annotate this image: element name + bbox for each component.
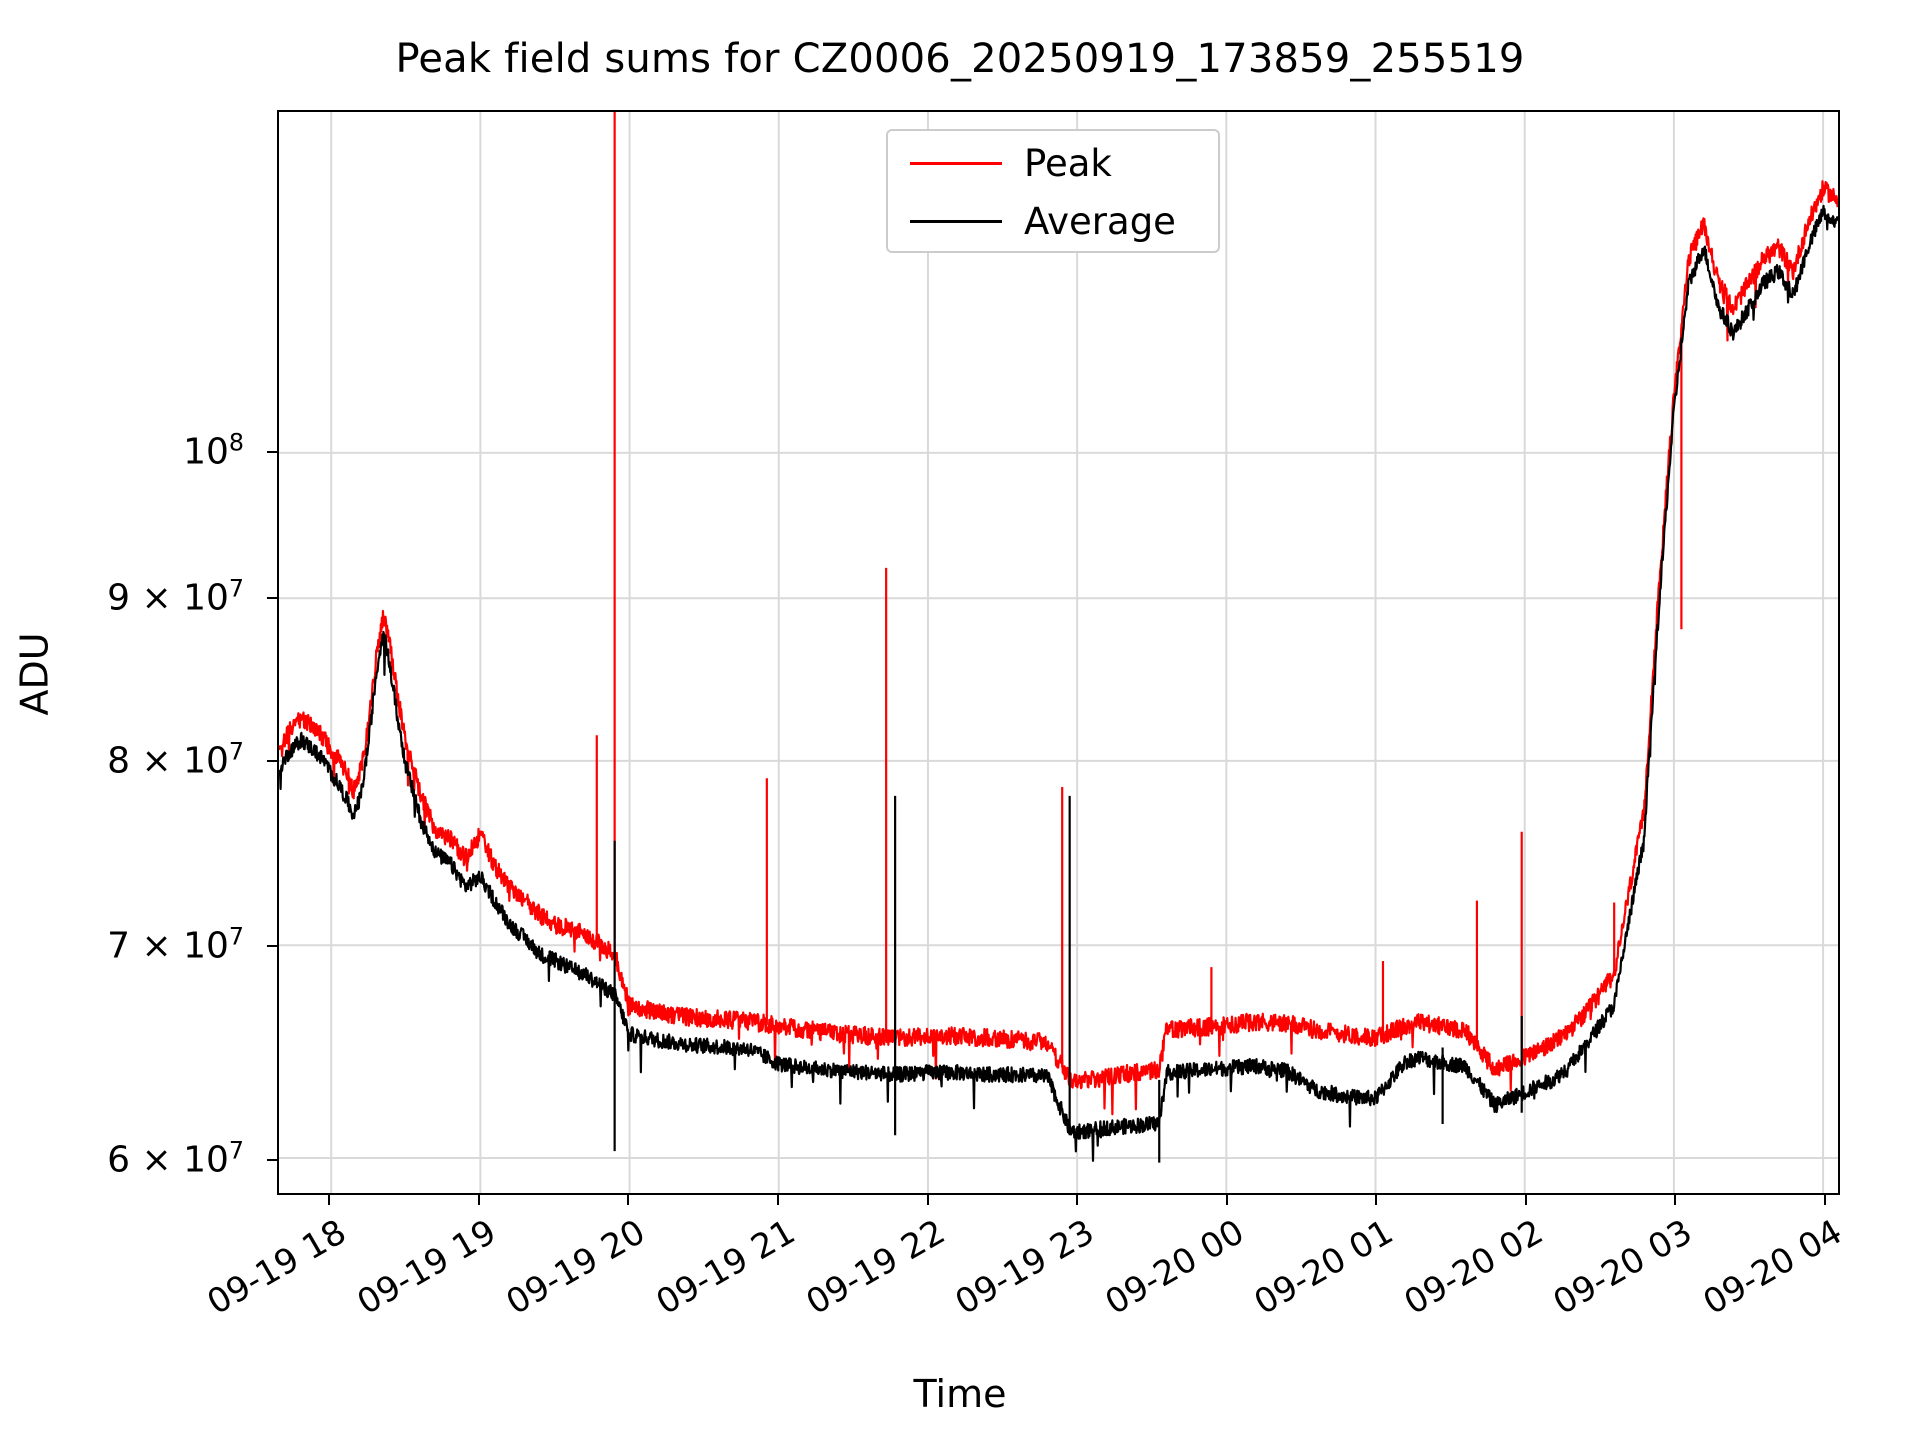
y-tick-mark <box>267 451 277 454</box>
y-tick-mark <box>267 945 277 948</box>
legend-item-average[interactable]: Average <box>888 193 1218 249</box>
y-tick-mark <box>267 1158 277 1161</box>
gridlines <box>279 112 1838 1193</box>
x-tick-label: 09-19 23 <box>948 1212 1102 1324</box>
legend-label-average: Average <box>1024 199 1176 243</box>
plot-area <box>277 110 1840 1195</box>
legend-item-peak[interactable]: Peak <box>888 135 1218 191</box>
legend-swatch-average <box>910 219 1002 223</box>
x-tick-mark <box>1524 1195 1527 1205</box>
y-tick-label: 108 <box>183 428 244 473</box>
x-tick-mark <box>1375 1195 1378 1205</box>
x-tick-mark <box>1225 1195 1228 1205</box>
x-tick-mark <box>926 1195 929 1205</box>
y-axis-ticks: 108 9 × 107 8 × 107 7 × 107 6 × 107 <box>0 0 258 1440</box>
x-tick-mark <box>627 1195 630 1205</box>
x-tick-label: 09-20 03 <box>1547 1212 1700 1324</box>
x-tick-label: 09-20 00 <box>1098 1212 1251 1324</box>
x-axis-label: Time <box>913 1372 1007 1416</box>
x-tick-label: 09-20 04 <box>1696 1212 1850 1324</box>
legend-swatch-peak <box>910 161 1002 165</box>
x-tick-label: 09-19 19 <box>350 1212 503 1324</box>
x-tick-label: 09-19 22 <box>799 1212 952 1324</box>
x-tick-mark <box>777 1195 780 1205</box>
x-tick-label: 09-20 01 <box>1247 1212 1401 1324</box>
y-tick-mark <box>267 760 277 763</box>
x-tick-label: 09-20 02 <box>1397 1212 1550 1324</box>
y-tick-label: 7 × 107 <box>107 922 244 967</box>
y-tick-label: 9 × 107 <box>107 574 244 619</box>
x-tick-mark <box>1824 1195 1827 1205</box>
y-tick-label: 6 × 107 <box>107 1136 244 1181</box>
x-tick-mark <box>328 1195 331 1205</box>
x-tick-mark <box>477 1195 480 1205</box>
page-title: Peak field sums for CZ0006_20250919_1738… <box>395 36 1525 82</box>
x-tick-label: 09-19 21 <box>649 1212 803 1324</box>
x-tick-mark <box>1674 1195 1677 1205</box>
y-tick-mark <box>267 597 277 600</box>
x-tick-mark <box>1076 1195 1079 1205</box>
data-traces <box>279 112 1838 1163</box>
legend[interactable]: Peak Average <box>886 129 1220 253</box>
legend-label-peak: Peak <box>1024 141 1112 185</box>
x-tick-label: 09-19 20 <box>500 1212 653 1324</box>
y-tick-label: 8 × 107 <box>107 737 244 782</box>
